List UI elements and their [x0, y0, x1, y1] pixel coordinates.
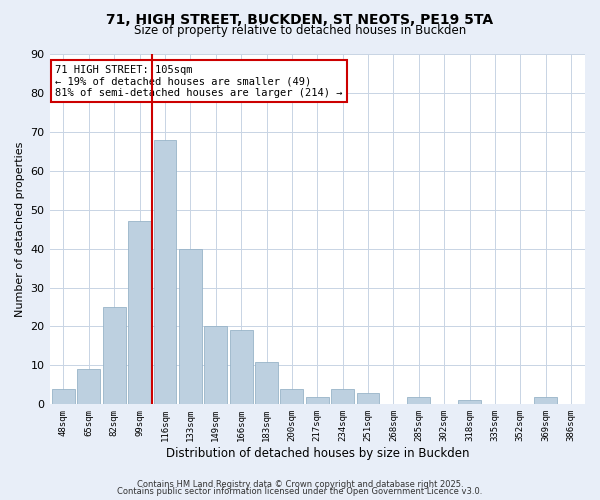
- Bar: [230, 330, 253, 404]
- Bar: [52, 389, 75, 404]
- Bar: [280, 389, 304, 404]
- Bar: [255, 362, 278, 405]
- Text: Size of property relative to detached houses in Buckden: Size of property relative to detached ho…: [134, 24, 466, 37]
- Text: Contains HM Land Registry data © Crown copyright and database right 2025.: Contains HM Land Registry data © Crown c…: [137, 480, 463, 489]
- Text: 71, HIGH STREET, BUCKDEN, ST NEOTS, PE19 5TA: 71, HIGH STREET, BUCKDEN, ST NEOTS, PE19…: [106, 12, 494, 26]
- Bar: [407, 396, 430, 404]
- X-axis label: Distribution of detached houses by size in Buckden: Distribution of detached houses by size …: [166, 447, 469, 460]
- Bar: [179, 248, 202, 404]
- Bar: [458, 400, 481, 404]
- Y-axis label: Number of detached properties: Number of detached properties: [15, 142, 25, 317]
- Bar: [356, 392, 379, 404]
- Bar: [103, 307, 125, 404]
- Text: 71 HIGH STREET: 105sqm
← 19% of detached houses are smaller (49)
81% of semi-det: 71 HIGH STREET: 105sqm ← 19% of detached…: [55, 64, 343, 98]
- Bar: [77, 370, 100, 404]
- Text: Contains public sector information licensed under the Open Government Licence v3: Contains public sector information licen…: [118, 487, 482, 496]
- Bar: [205, 326, 227, 404]
- Bar: [306, 396, 329, 404]
- Bar: [128, 222, 151, 404]
- Bar: [331, 389, 354, 404]
- Bar: [154, 140, 176, 404]
- Bar: [534, 396, 557, 404]
